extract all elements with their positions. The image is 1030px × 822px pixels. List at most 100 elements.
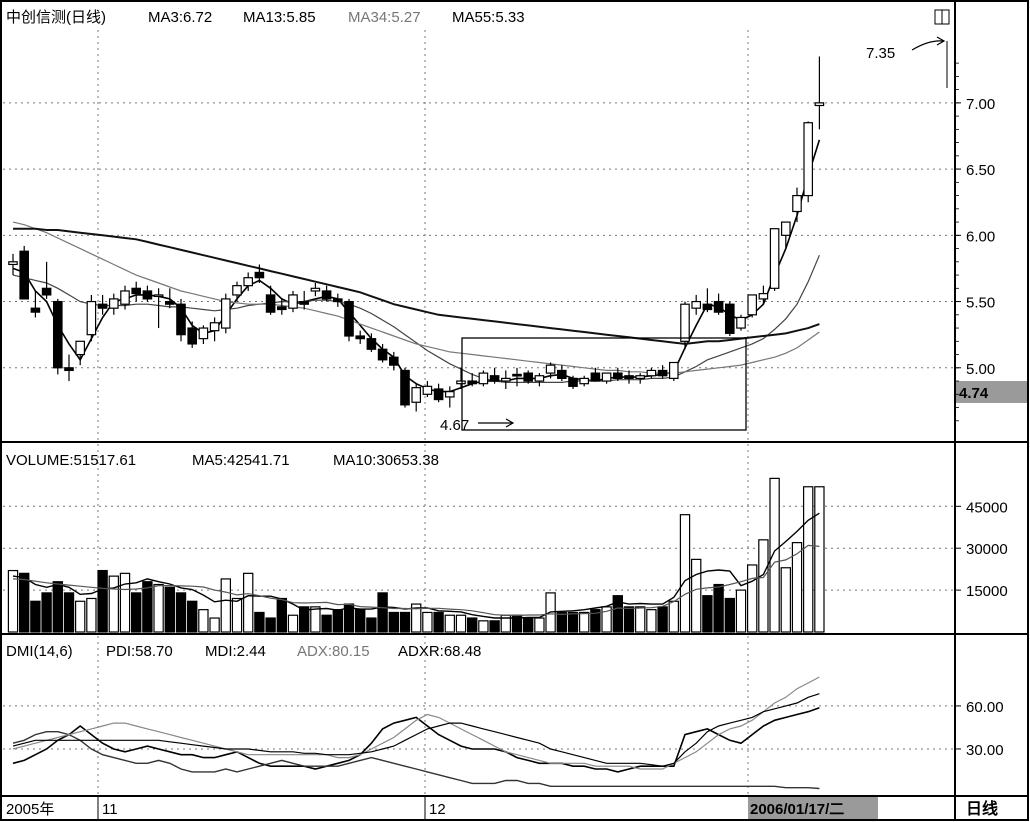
candle: [523, 370, 533, 384]
volume-bar: [769, 477, 780, 633]
volume-bar: [758, 539, 769, 633]
volume-bar: [623, 606, 635, 633]
candle: [624, 370, 634, 384]
volume-bar: [243, 572, 254, 633]
moving-average-lines: [12, 139, 821, 393]
volume-bar: [254, 611, 265, 633]
volume-bar: [175, 592, 187, 633]
volume-bar: [153, 583, 164, 633]
volume-bar: [41, 592, 52, 633]
candle: [456, 367, 466, 389]
volume-bar: [220, 578, 231, 633]
candle: [366, 333, 377, 352]
candle: [120, 285, 130, 310]
candle: [198, 325, 209, 344]
volume-bar: [198, 609, 209, 633]
candle: [512, 367, 522, 387]
candle: [422, 381, 433, 397]
volume-bar: [724, 597, 736, 633]
candle: [64, 354, 74, 382]
volume-bar: [791, 542, 803, 633]
candle: [657, 365, 668, 379]
candle: [209, 317, 220, 342]
volume-bar: [646, 609, 657, 633]
candle: [187, 321, 197, 348]
volume-bar: [802, 486, 814, 633]
volume-bar: [657, 606, 668, 633]
volume-bar: [97, 569, 108, 633]
candle: [389, 351, 399, 371]
candle: [724, 301, 735, 336]
date-label-dec: 12: [429, 801, 446, 818]
legend-adxr: ADXR:68.48: [398, 643, 481, 660]
price-panel: 7.35 4.67 中创信测(日线) MA3:6.72 MA13:5.85 MA…: [6, 9, 950, 434]
candle: [52, 298, 63, 375]
legend-adx: ADX:80.15: [297, 643, 370, 660]
candle: [30, 290, 41, 318]
volume-bar: [108, 575, 119, 633]
legend-dmi: DMI(14,6): [6, 643, 73, 660]
candlesticks: [8, 56, 825, 412]
candle: [713, 293, 724, 315]
annotation-low: 4.67: [440, 417, 515, 434]
dmi-y-axis: 60.00 30.00: [955, 699, 1004, 759]
candle: [467, 373, 477, 387]
consolidation-box: [461, 337, 747, 431]
candle: [668, 361, 679, 382]
volume-bar: [567, 611, 579, 633]
volume-bar: [433, 611, 444, 633]
volume-y-axis: 45000 30000 15000: [955, 499, 1008, 600]
candle: [601, 372, 612, 384]
volume-bar: [52, 581, 64, 633]
candle: [265, 285, 276, 315]
price-tick-label: 5.00: [966, 361, 995, 378]
candle: [221, 293, 231, 334]
volume-bar: [299, 606, 310, 633]
candle: [534, 373, 545, 387]
candle: [310, 283, 321, 297]
candle: [19, 245, 29, 300]
candle: [254, 264, 265, 284]
dmi-tick-label: 30.00: [966, 742, 1004, 759]
price-tick-label: 6.50: [966, 162, 995, 179]
cursor-date-label: 2006/01/17/二: [750, 801, 844, 818]
legend-vol-ma10: MA10:30653.38: [333, 452, 439, 469]
candle: [612, 367, 623, 382]
volume-bar: [131, 592, 142, 633]
volume-bar: [489, 620, 500, 633]
dmi-line-mdi: [12, 731, 820, 790]
candle: [232, 281, 242, 302]
volume-tick-label: 30000: [966, 541, 1008, 558]
volume-bar: [287, 614, 299, 633]
candle: [445, 386, 455, 408]
volume-ma-line-ma10: [12, 544, 820, 617]
candle: [758, 285, 769, 305]
volume-bar: [679, 514, 691, 633]
price-tick-label: 6.00: [966, 228, 995, 245]
volume-bar: [119, 572, 131, 633]
candle: [635, 373, 645, 384]
date-label-nov: 11: [102, 801, 118, 818]
volume-bar: [63, 592, 75, 633]
period-label[interactable]: 日线: [966, 799, 998, 818]
candle: [545, 362, 556, 379]
volume-bar: [366, 617, 377, 633]
candle: [792, 187, 802, 223]
panel-toggle-icon[interactable]: [934, 9, 950, 25]
dmi-panel: DMI(14,6) PDI:58.70 MDI:2.44 ADX:80.15 A…: [6, 643, 820, 790]
candle: [108, 293, 119, 315]
candle: [747, 294, 757, 318]
candle: [321, 285, 332, 302]
price-tick-label: 7.00: [966, 96, 995, 113]
annotation-high: 7.35: [866, 36, 948, 88]
price-y-axis: 4.74 7.00 6.50 6.00 5.50 5.00: [955, 62, 1027, 422]
dmi-legend: DMI(14,6) PDI:58.70 MDI:2.44 ADX:80.15 A…: [6, 643, 481, 660]
candle: [680, 301, 690, 350]
candle: [411, 383, 421, 412]
candle: [344, 298, 354, 342]
candle: [568, 375, 578, 389]
candle: [355, 330, 365, 344]
candle: [165, 288, 175, 309]
legend-mdi: MDI:2.44: [205, 643, 266, 660]
legend-vol-ma5: MA5:42541.71: [192, 452, 290, 469]
